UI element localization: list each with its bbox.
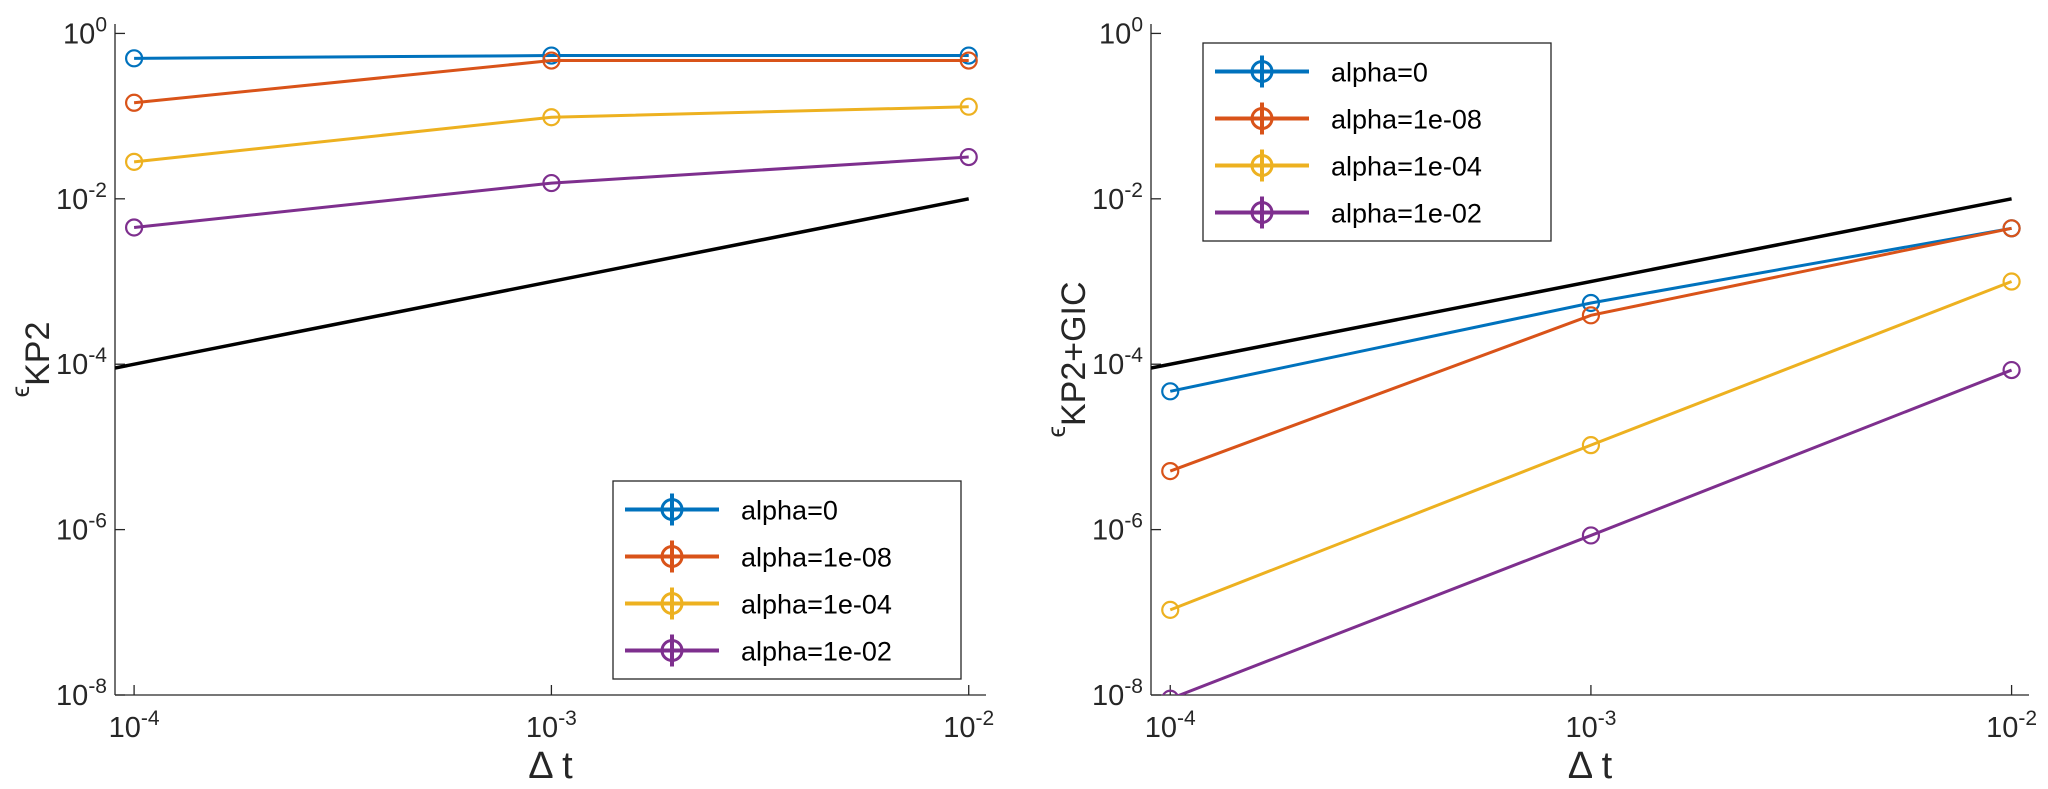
marker [959,51,978,70]
reference-line [1151,197,2012,370]
x-tick-label: 10-2 [943,707,994,744]
y-tick-label: 10-2 [56,179,107,216]
y-axis-label: ϵKP2+GIC [1041,281,1093,437]
legend-label: alpha=1e-02 [1331,199,1482,229]
data-area [115,46,978,370]
x-tick-label: 10-4 [1145,707,1196,744]
marker [542,51,561,70]
legend-marker [660,545,684,568]
plot: 10-8 10-6 10-4 10-2 100 10-4 10-3 10-2 Δ t ϵKP2 al… [5,13,994,787]
series-line [134,54,969,60]
series-line [133,155,969,229]
data-area [1151,197,2021,695]
y-label-symbol: ϵ [5,386,35,398]
y-tick-label: 100 [1099,13,1143,50]
legend-marker [660,592,684,615]
y-tick-label: 10-8 [56,675,107,712]
legend-marker [1250,60,1274,83]
marker [1581,293,1601,313]
marker [124,49,144,68]
x-tick-label: 10-4 [109,707,160,744]
y-tick-label: 10-4 [56,344,107,381]
y-tick-label: 10-4 [1092,344,1143,381]
y-label-symbol: ϵ [1041,426,1071,438]
marker [2002,219,2021,238]
legend-marker [1250,201,1274,224]
marker [1161,600,1180,619]
series-line [1175,368,2013,695]
marker [2002,360,2021,380]
series-line [1169,226,2012,473]
marker [1581,306,1601,325]
legend-label: alpha=0 [1331,58,1428,88]
y-tick-label: 10-6 [1092,510,1143,547]
y-axis-label: ϵKP2 [5,322,57,398]
series-line [1169,280,2013,612]
marker [1581,436,1601,455]
x-tick-label: 10-2 [1986,707,2037,744]
y-tick-label: 100 [63,13,107,50]
marker [2002,272,2021,291]
marker [124,93,144,112]
legend-label: alpha=1e-02 [741,637,892,667]
legend-marker [1250,154,1274,177]
legend-marker [660,498,684,521]
marker [542,108,561,127]
marker [124,152,144,171]
marker [1161,382,1180,401]
marker [1581,526,1601,545]
marker [1161,689,1179,695]
legend-label: alpha=1e-08 [741,543,892,573]
y-tick-label: 10-6 [56,510,107,547]
marker [124,218,144,237]
y-label-sub: KP2 [19,322,57,386]
legend: alpha=0 alpha=1e-08 alpha=1e-04 alpha=1e-02 [612,480,962,680]
legend-marker [1250,107,1274,130]
legend-label: alpha=1e-08 [1331,105,1482,135]
marker [959,46,978,65]
plot: 10-8 10-6 10-4 10-2 100 10-4 10-3 10-2 Δ t ϵKP2+G… [1041,13,2037,787]
legend: alpha=0 alpha=1e-08 alpha=1e-04 alpha=1e-02 [1202,42,1552,242]
x-axis-label: Δ t [1568,745,1613,784]
x-tick-label: 10-3 [526,707,577,744]
reference-line [115,197,970,370]
legend-label: alpha=1e-04 [741,590,892,620]
series-line [1169,226,2012,393]
y-tick-label: 10-2 [1092,179,1143,216]
y-label-sub: KP2+GIC [1055,281,1093,426]
marker [1161,461,1180,481]
marker [959,147,978,167]
legend-label: alpha=0 [741,496,838,526]
legend-label: alpha=1e-04 [1331,152,1482,182]
marker [542,46,561,65]
x-tick-label: 10-3 [1565,707,1616,744]
legend-marker [660,639,684,662]
series-line [133,59,969,105]
y-tick-label: 10-8 [1092,675,1143,712]
marker [542,173,561,193]
series-line [133,105,969,164]
marker [959,97,978,116]
x-axis-label: Δ t [528,745,573,784]
